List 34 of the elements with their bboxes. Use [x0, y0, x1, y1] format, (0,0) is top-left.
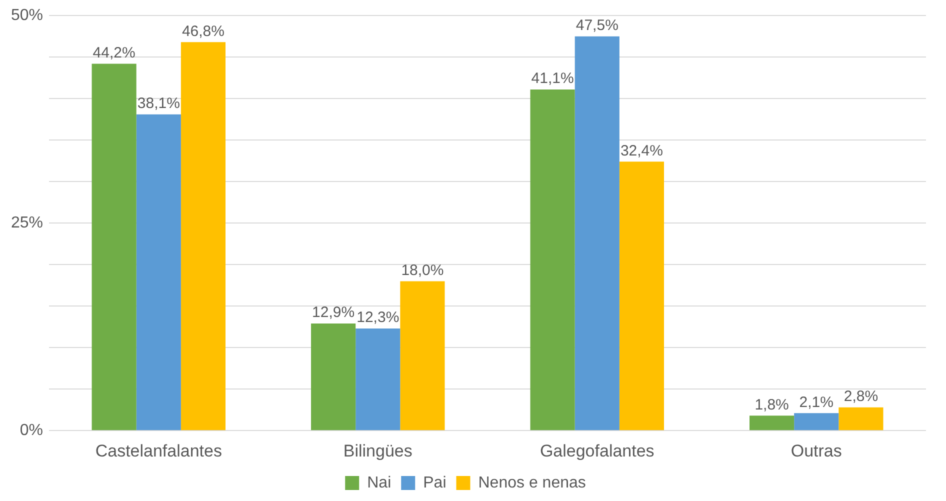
legend-label: Nai	[367, 474, 392, 492]
bar	[838, 407, 884, 430]
x-tick-label: Galegofalantes	[540, 441, 654, 460]
data-label: 1,8%	[754, 396, 789, 414]
data-label: 2,8%	[844, 388, 878, 405]
bar	[311, 324, 356, 430]
data-label: 47,5%	[576, 16, 618, 34]
bar	[530, 89, 575, 430]
data-label: 32,4%	[620, 142, 663, 160]
x-tick-label: Outras	[790, 441, 842, 460]
legend-label: Nenos e nenas	[478, 474, 586, 492]
data-label: 12,9%	[312, 304, 355, 322]
data-label: 18,0%	[401, 262, 444, 279]
bar	[619, 162, 664, 430]
y-tick-label: 25%	[10, 214, 44, 232]
bar	[574, 36, 620, 430]
bar	[180, 42, 226, 430]
x-tick-label: Bilingües	[343, 441, 412, 460]
bar	[400, 281, 445, 430]
y-tick-label: 50%	[10, 7, 44, 24]
bar	[92, 64, 136, 430]
data-label: 46,8%	[182, 22, 224, 40]
bar	[136, 114, 181, 430]
data-label: 12,3%	[356, 309, 400, 326]
data-label: 2,1%	[799, 394, 834, 411]
data-label: 41,1%	[531, 70, 574, 88]
legend-label: Pai	[423, 474, 446, 492]
bar	[750, 416, 794, 430]
bar	[356, 328, 400, 430]
x-tick-label: Castelanfalantes	[95, 441, 222, 460]
data-label: 44,2%	[92, 44, 136, 62]
data-label: 38,1%	[137, 95, 180, 112]
bar	[794, 413, 839, 430]
y-tick-label: 0%	[20, 422, 44, 440]
